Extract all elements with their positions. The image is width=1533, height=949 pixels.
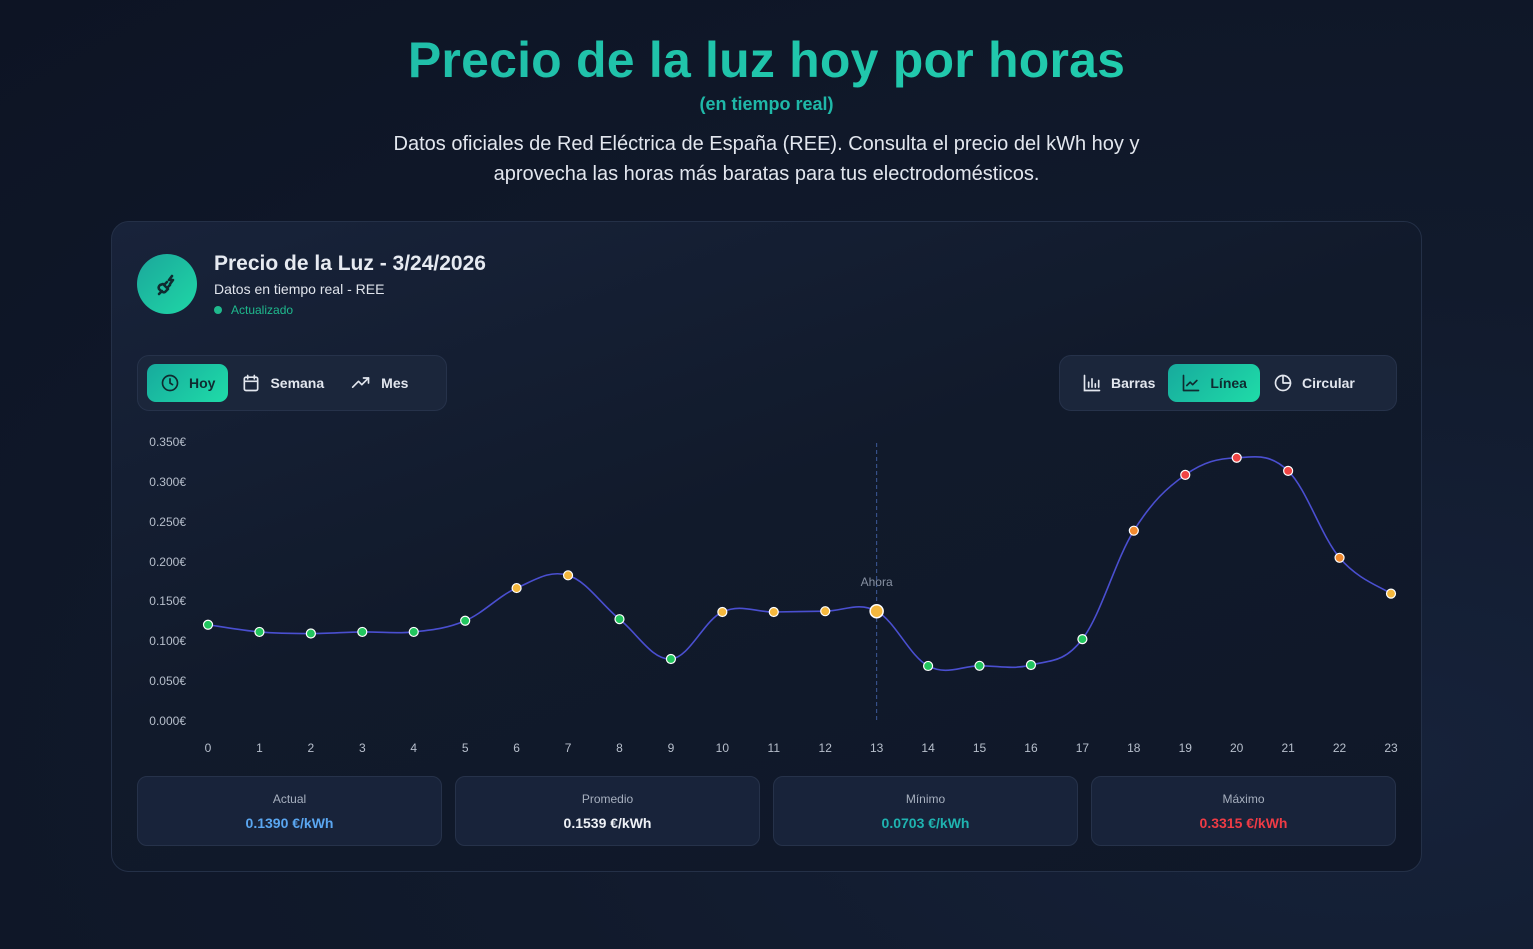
x-tick-label: 5 xyxy=(461,741,469,755)
x-tick-label: 7 xyxy=(564,741,572,755)
hero: Precio de la luz hoy por horas (en tiemp… xyxy=(0,30,1533,189)
tab-barras[interactable]: Barras xyxy=(1069,364,1168,402)
data-point[interactable] xyxy=(511,582,522,594)
trending-up-icon xyxy=(351,377,370,388)
y-tick-label: 0.050€ xyxy=(149,674,186,689)
x-tick-label: 14 xyxy=(921,741,935,755)
data-point[interactable] xyxy=(460,615,471,626)
tab-semana[interactable]: Semana xyxy=(228,364,337,402)
card-subtitle: Datos en tiempo real - REE xyxy=(214,281,385,297)
card-title: Precio de la Luz - 3/24/2026 xyxy=(214,252,486,275)
y-tick-label: 0.000€ xyxy=(149,714,186,728)
data-point[interactable] xyxy=(357,626,368,638)
stat-minimo-value: 0.0703 €/kWh xyxy=(881,815,970,831)
x-tick-label: 23 xyxy=(1384,741,1398,755)
x-tick-label: 10 xyxy=(715,741,730,755)
tab-mes[interactable]: Mes xyxy=(337,364,421,402)
status-dot-icon xyxy=(214,306,222,314)
bar-chart-icon xyxy=(1083,374,1101,392)
stat-actual: Actual 0.1390 €/kWh xyxy=(137,776,442,846)
status-text: Actualizado xyxy=(231,303,294,317)
data-point[interactable] xyxy=(768,606,779,618)
data-point[interactable] xyxy=(974,660,985,671)
pie-chart-icon xyxy=(1274,374,1292,392)
x-tick-label: 0 xyxy=(204,741,212,755)
data-point[interactable] xyxy=(1180,469,1191,480)
data-point[interactable] xyxy=(202,619,214,630)
data-point[interactable] xyxy=(1334,552,1345,563)
calendar-icon xyxy=(243,374,259,392)
card-header: Precio de la Luz - 3/24/2026 Datos en ti… xyxy=(137,252,486,317)
now-label: Ahora xyxy=(860,575,893,589)
y-tick-label: 0.200€ xyxy=(149,554,186,569)
x-tick-label: 3 xyxy=(358,741,366,755)
price-line xyxy=(207,456,1392,672)
data-point[interactable] xyxy=(717,606,728,618)
data-point[interactable] xyxy=(665,653,677,665)
chart-type-tabs: Barras Línea Circular xyxy=(1059,355,1397,411)
stat-promedio-value: 0.1539 €/kWh xyxy=(563,815,652,831)
x-tick-label: 8 xyxy=(616,741,623,755)
stat-actual-value: 0.1390 €/kWh xyxy=(245,815,334,831)
x-tick-label: 2 xyxy=(307,741,315,755)
data-point[interactable] xyxy=(1025,659,1037,671)
data-point[interactable] xyxy=(254,626,265,638)
data-point[interactable] xyxy=(820,606,831,617)
x-tick-label: 9 xyxy=(667,741,675,755)
x-tick-label: 22 xyxy=(1332,741,1347,755)
data-point[interactable] xyxy=(1283,465,1294,476)
clock-icon xyxy=(161,374,179,392)
stats-row: Actual 0.1390 €/kWh Promedio 0.1539 €/kW… xyxy=(137,776,1396,846)
tab-linea[interactable]: Línea xyxy=(1168,364,1260,402)
data-point[interactable] xyxy=(614,614,625,625)
plug-bolt-icon xyxy=(137,254,197,314)
x-tick-label: 16 xyxy=(1024,741,1038,755)
y-tick-label: 0.250€ xyxy=(149,514,186,529)
data-point[interactable] xyxy=(305,628,316,639)
x-tick-label: 20 xyxy=(1230,741,1244,755)
y-tick-label: 0.300€ xyxy=(149,474,186,489)
line-chart-icon xyxy=(1183,374,1200,392)
page-title: Precio de la luz hoy por horas xyxy=(0,30,1533,90)
tab-circular[interactable]: Circular xyxy=(1260,364,1368,402)
period-tabs: Hoy Semana Mes xyxy=(137,355,447,411)
data-point[interactable] xyxy=(408,626,419,638)
data-point[interactable] xyxy=(1385,588,1397,599)
y-tick-label: 0.350€ xyxy=(149,435,186,449)
stat-minimo: Mínimo 0.0703 €/kWh xyxy=(773,776,1078,846)
status-badge: Actualizado xyxy=(214,303,486,317)
data-point[interactable] xyxy=(562,570,574,581)
data-point[interactable] xyxy=(922,660,934,672)
current-hour-point[interactable] xyxy=(869,603,884,619)
x-tick-label: 17 xyxy=(1075,741,1090,755)
price-card: Precio de la Luz - 3/24/2026 Datos en ti… xyxy=(111,221,1422,872)
x-tick-label: 4 xyxy=(410,741,418,755)
y-tick-label: 0.100€ xyxy=(149,634,186,649)
x-tick-label: 19 xyxy=(1178,741,1192,755)
stat-promedio: Promedio 0.1539 €/kWh xyxy=(455,776,760,846)
data-point[interactable] xyxy=(1231,452,1242,463)
page-description: Datos oficiales de Red Eléctrica de Espa… xyxy=(393,133,1140,185)
stat-maximo-value: 0.3315 €/kWh xyxy=(1199,815,1288,831)
x-tick-label: 13 xyxy=(869,741,884,755)
x-tick-label: 1 xyxy=(256,741,263,755)
y-tick-label: 0.150€ xyxy=(149,594,186,609)
x-tick-label: 15 xyxy=(972,741,987,755)
tab-hoy[interactable]: Hoy xyxy=(147,364,229,402)
x-tick-label: 11 xyxy=(767,741,781,755)
x-tick-label: 6 xyxy=(513,741,520,755)
data-point[interactable] xyxy=(1077,633,1088,645)
x-tick-label: 18 xyxy=(1127,741,1141,755)
x-tick-label: 21 xyxy=(1281,741,1295,755)
stat-maximo: Máximo 0.3315 €/kWh xyxy=(1091,776,1396,846)
data-point[interactable] xyxy=(1128,525,1139,536)
x-tick-label: 12 xyxy=(818,741,832,755)
page-subtitle: (en tiempo real) xyxy=(699,94,834,114)
